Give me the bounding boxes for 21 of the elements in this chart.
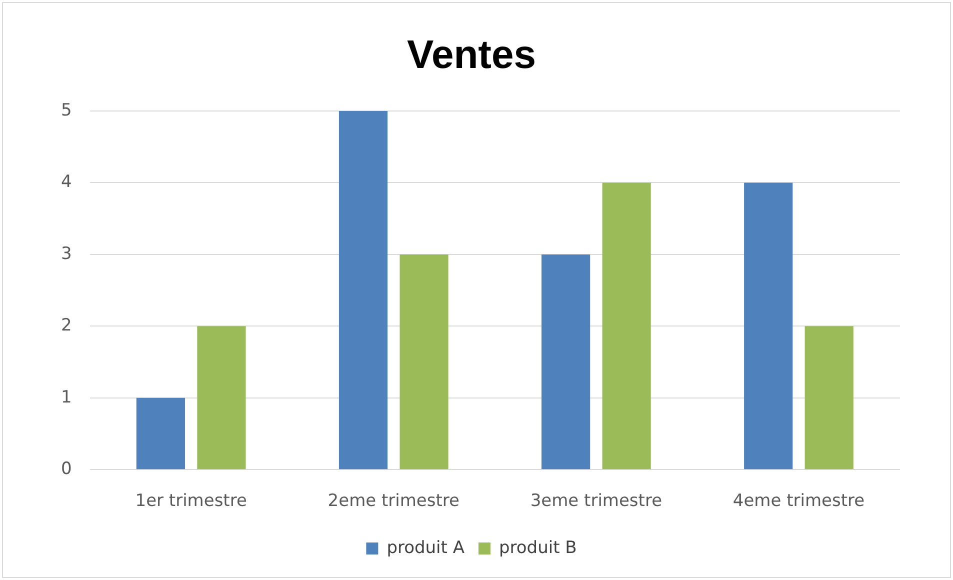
bar [744,182,793,470]
x-tick-label: 4eme trimestre [732,491,865,512]
bar [400,254,448,470]
bar [136,398,186,470]
chart-title: Ventes [407,33,536,78]
y-tick-label: 3 [60,244,72,264]
y-tick-label: 2 [60,316,72,336]
y-tick-label: 5 [60,100,72,120]
y-tick-label: 1 [60,387,72,408]
x-tick-label: 2eme trimestre [328,491,460,512]
x-tick-label: 3eme trimestre [530,491,662,512]
y-tick-label: 0 [60,459,72,480]
legend-label: produit A [386,538,465,558]
bar [338,111,388,470]
legend-label: produit B [498,538,577,558]
x-tick-label: 1er trimestre [135,491,247,512]
bar [541,254,590,470]
bar [197,326,246,470]
y-tick-label: 4 [60,172,72,192]
bar [602,182,651,470]
bar [804,326,854,470]
